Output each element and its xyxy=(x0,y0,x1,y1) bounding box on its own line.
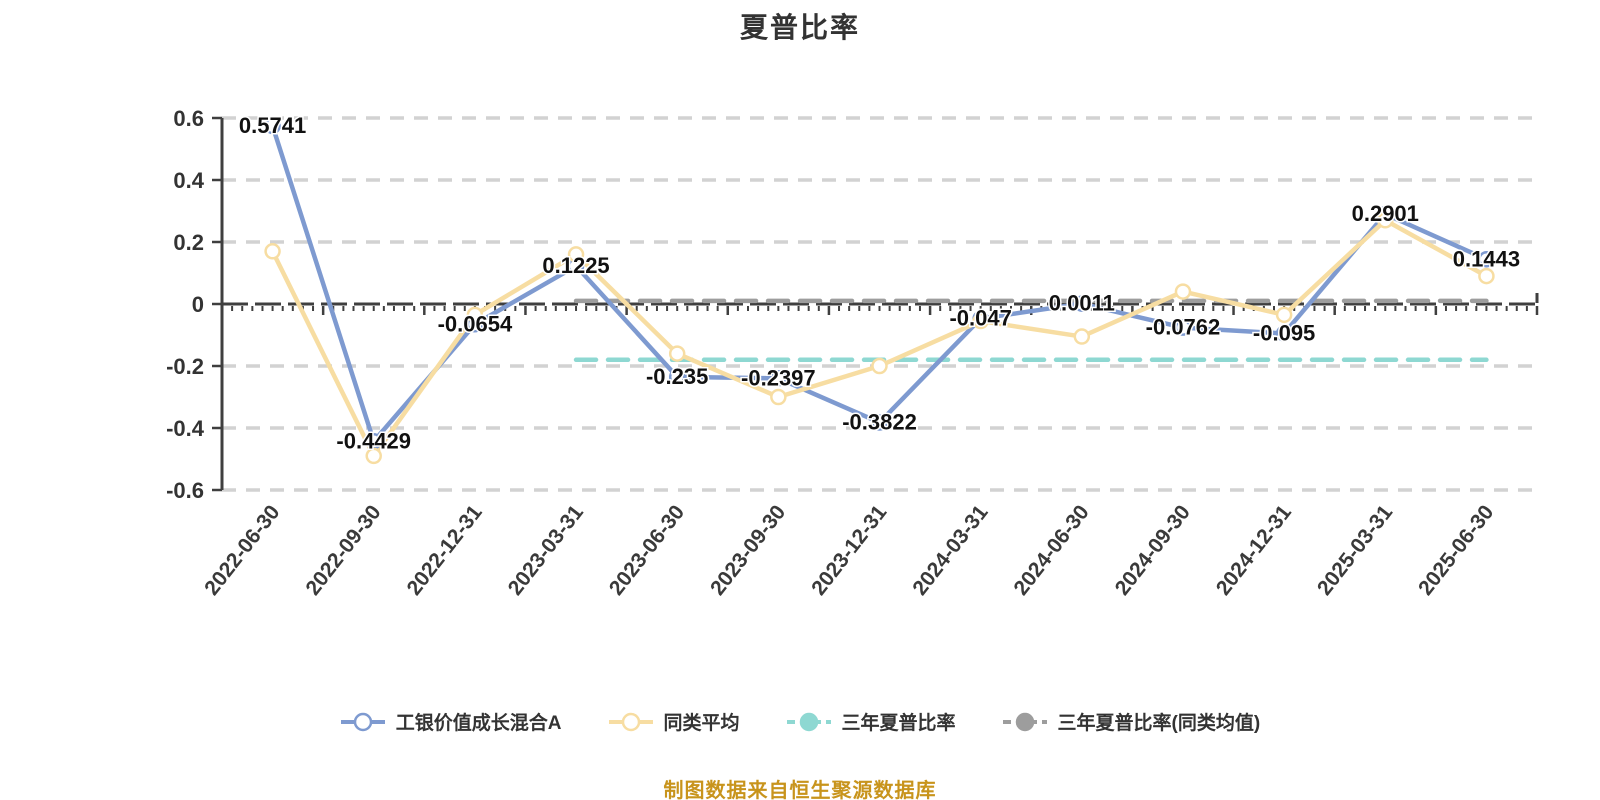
data-point-marker[interactable] xyxy=(668,368,686,386)
data-point-marker[interactable] xyxy=(567,246,585,263)
y-axis-tick-label: -0.4 xyxy=(166,416,205,441)
y-axis-tick-label: 0.4 xyxy=(173,168,204,193)
legend-line-marker-icon xyxy=(1002,712,1047,731)
data-point-marker[interactable] xyxy=(668,345,686,362)
data-value-label: 0.1225 xyxy=(542,253,609,278)
x-axis-date-label: 2023-03-31 xyxy=(504,501,588,600)
data-point-marker[interactable] xyxy=(1073,328,1091,345)
data-value-label: -0.0762 xyxy=(1146,315,1221,340)
x-axis-date-label: 2022-09-30 xyxy=(301,501,385,600)
data-point-marker[interactable] xyxy=(871,414,888,431)
legend-label: 工银价值成长混合A xyxy=(395,713,562,734)
data-value-label: -0.095 xyxy=(1253,320,1315,345)
data-point-marker[interactable] xyxy=(1174,283,1192,300)
data-point-marker[interactable] xyxy=(770,388,787,406)
x-axis-date-label: 2024-12-31 xyxy=(1212,501,1296,600)
x-axis-date-label: 2022-12-31 xyxy=(403,501,487,600)
data-point-marker[interactable] xyxy=(365,447,382,465)
data-point-marker[interactable] xyxy=(1478,267,1495,285)
data-point-marker[interactable] xyxy=(1478,251,1495,268)
data-point-marker[interactable] xyxy=(264,117,281,135)
data-value-label: 0.1443 xyxy=(1453,246,1520,271)
x-axis-date-label: 2024-09-30 xyxy=(1111,501,1195,600)
chart-legend: 工银价值成长混合A 同类平均 三年夏普比率 三年夏普比率(同类均值) xyxy=(0,708,1600,735)
data-value-label: -0.4429 xyxy=(336,428,411,453)
data-value-label: 0.5741 xyxy=(239,113,306,138)
data-value-label: -0.235 xyxy=(646,364,708,389)
source-note: 制图数据来自恒生聚源数据库 xyxy=(663,780,937,800)
legend-item-2[interactable]: 同类平均 xyxy=(608,708,740,735)
data-value-label: -0.047 xyxy=(949,306,1011,331)
legend-item-4[interactable]: 三年夏普比率(同类均值) xyxy=(1002,708,1261,735)
x-axis-date-label: 2025-03-31 xyxy=(1313,501,1397,600)
data-value-label: 0.2901 xyxy=(1352,201,1419,226)
chart-title: 夏普比率 xyxy=(739,12,860,43)
y-axis-tick-label: -0.6 xyxy=(166,478,204,503)
y-axis-tick-label: 0.6 xyxy=(173,106,204,131)
legend-line-marker-icon xyxy=(608,712,653,731)
x-axis-date-label: 2024-03-31 xyxy=(908,501,992,600)
data-point-marker[interactable] xyxy=(1377,212,1394,229)
data-point-marker[interactable] xyxy=(466,306,484,324)
data-value-label: 0.0011 xyxy=(1049,291,1115,316)
legend-line-marker-icon xyxy=(786,712,831,731)
x-axis-date-label: 2025-06-30 xyxy=(1414,501,1498,600)
data-point-marker[interactable] xyxy=(1174,319,1192,336)
data-value-label: -0.0654 xyxy=(438,311,513,336)
legend-item-3[interactable]: 三年夏普比率 xyxy=(786,708,956,735)
y-axis-tick-label: 0 xyxy=(192,292,204,317)
series-line-0 xyxy=(270,123,1489,444)
data-point-marker[interactable] xyxy=(264,243,281,260)
data-point-marker[interactable] xyxy=(871,357,888,375)
x-axis-date-label: 2024-06-30 xyxy=(1009,501,1093,600)
legend-label: 同类平均 xyxy=(663,713,740,734)
data-point-marker[interactable] xyxy=(770,370,787,387)
x-axis-date-label: 2023-12-31 xyxy=(807,501,891,600)
data-point-marker[interactable] xyxy=(1275,325,1293,342)
data-point-marker[interactable] xyxy=(1275,306,1293,324)
legend-item-1[interactable]: 工银价值成长混合A xyxy=(340,708,562,735)
data-value-label: -0.2397 xyxy=(741,365,816,390)
legend-label: 三年夏普比率 xyxy=(841,713,956,734)
data-value-label: -0.3822 xyxy=(842,409,917,434)
legend-label: 三年夏普比率(同类均值) xyxy=(1057,713,1261,734)
x-axis-date-label: 2022-06-30 xyxy=(200,501,284,600)
y-axis-tick-label: -0.2 xyxy=(166,354,204,379)
x-axis-date-label: 2023-09-30 xyxy=(706,501,790,600)
x-axis-date-label: 2023-06-30 xyxy=(605,501,689,600)
y-axis-tick-label: 0.2 xyxy=(173,230,204,255)
legend-line-marker-icon xyxy=(340,712,385,731)
data-point-marker[interactable] xyxy=(972,312,989,330)
data-point-marker[interactable] xyxy=(1073,295,1091,312)
